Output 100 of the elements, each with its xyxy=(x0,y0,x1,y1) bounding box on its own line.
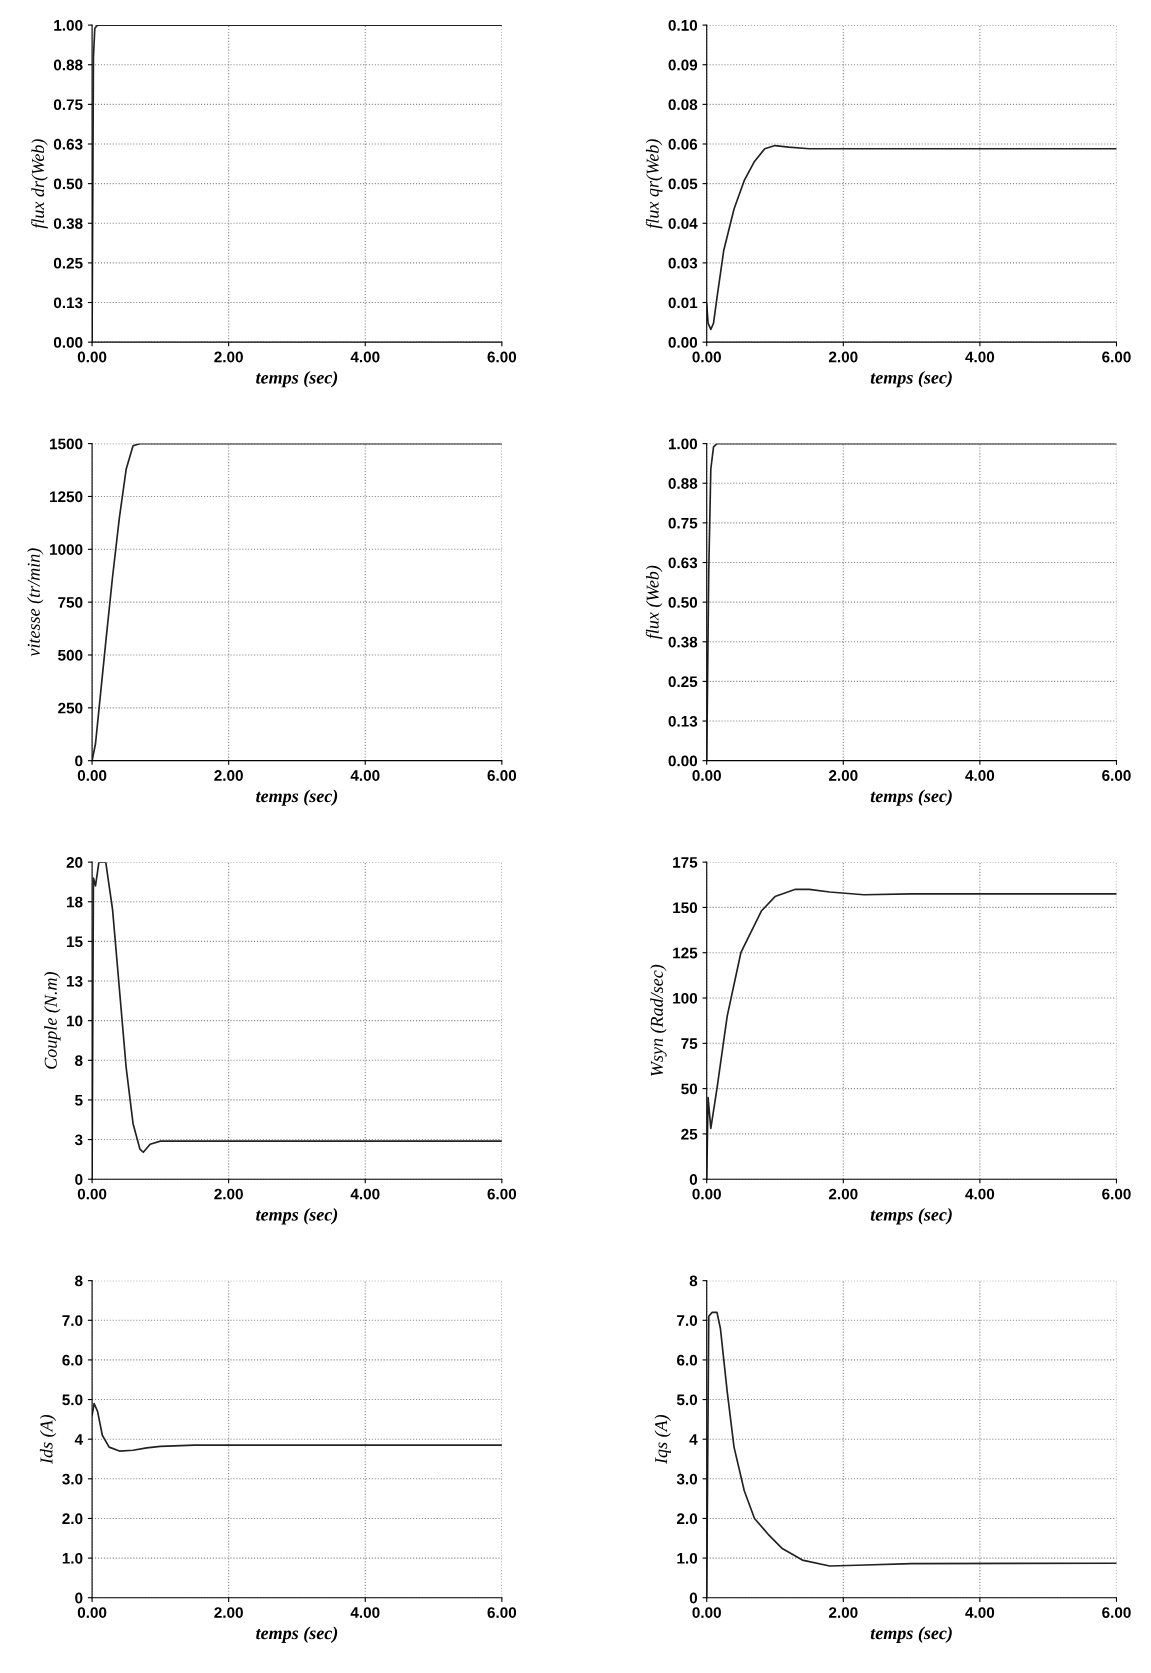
x-tick-label: 4.00 xyxy=(350,770,380,781)
y-tick-label: 0.08 xyxy=(668,99,698,111)
x-tick-label: 6.00 xyxy=(1102,1607,1131,1618)
y-tick-label: 2.0 xyxy=(676,1513,698,1525)
y-axis-title: Couple (N.m) xyxy=(44,972,61,1069)
y-tick-label: 0.06 xyxy=(668,138,698,150)
y-tick-label: 0.25 xyxy=(53,257,83,269)
y-tick-label: 1.00 xyxy=(668,438,698,450)
y-tick-label: 150 xyxy=(673,902,698,914)
y-tick-label: 0.00 xyxy=(668,755,698,767)
y-tick-label: 8 xyxy=(75,1275,83,1287)
x-tick-label: 4.00 xyxy=(350,1188,380,1200)
y-tick-label: 13 xyxy=(67,975,83,987)
y-tick-label: 250 xyxy=(58,702,83,714)
x-axis-title: temps (sec) xyxy=(256,1208,338,1225)
x-tick-label: 6.00 xyxy=(1102,1188,1131,1200)
y-tick-label: 0.75 xyxy=(668,517,698,529)
y-tick-label: 0.50 xyxy=(668,597,698,608)
x-tick-label: 2.00 xyxy=(214,1188,243,1200)
y-tick-label: 15 xyxy=(67,936,83,948)
y-tick-label: 75 xyxy=(681,1038,698,1049)
y-tick-label: 0.63 xyxy=(53,138,83,150)
y-tick-label: 1.0 xyxy=(677,1552,698,1564)
y-tick-label: 1.0 xyxy=(62,1552,83,1564)
x-tick-label: 4.00 xyxy=(965,351,995,363)
x-axis-title: temps (sec) xyxy=(256,789,338,806)
y-tick-label: 5.0 xyxy=(62,1394,83,1406)
y-tick-label: 1.00 xyxy=(54,19,83,31)
y-axis-title: flux qr(Web) xyxy=(645,139,663,229)
x-axis-title: temps (sec) xyxy=(870,370,952,388)
y-tick-label: 20 xyxy=(66,857,83,868)
y-tick-label: 7.0 xyxy=(62,1315,83,1326)
x-tick-label: 2.00 xyxy=(214,351,243,363)
y-tick-label: 0.88 xyxy=(53,59,83,71)
y-axis-title: Wsyn (Rad/sec) xyxy=(650,964,667,1076)
y-tick-label: 7.0 xyxy=(677,1315,698,1326)
x-tick-label: 4.00 xyxy=(350,1607,380,1618)
y-tick-label: 5 xyxy=(75,1094,83,1106)
x-axis-title: temps (sec) xyxy=(256,370,338,388)
x-tick-label: 6.00 xyxy=(487,1607,517,1618)
y-tick-label: 8 xyxy=(75,1055,83,1066)
y-tick-label: 0.03 xyxy=(668,257,698,269)
y-tick-label: 8 xyxy=(689,1275,698,1287)
y-axis-title: vitesse (tr/min) xyxy=(27,548,44,657)
y-tick-label: 0.10 xyxy=(668,19,698,31)
y-tick-label: 0.04 xyxy=(668,218,698,229)
x-tick-label: 6.00 xyxy=(1102,351,1131,363)
y-tick-label: 4 xyxy=(689,1434,698,1445)
y-tick-label: 0 xyxy=(75,1592,83,1604)
y-tick-label: 0.05 xyxy=(668,178,698,190)
x-axis-title: temps (sec) xyxy=(256,1626,338,1643)
x-tick-label: 6.00 xyxy=(487,1188,517,1200)
x-tick-label: 6.00 xyxy=(487,351,517,363)
x-tick-label: 2.00 xyxy=(828,351,858,363)
y-tick-label: 175 xyxy=(673,857,698,868)
y-tick-label: 125 xyxy=(673,947,698,959)
y-tick-label: 18 xyxy=(67,896,83,908)
y-tick-label: 1500 xyxy=(50,438,83,450)
y-tick-label: 0.13 xyxy=(53,297,83,309)
x-tick-label: 2.00 xyxy=(828,1188,858,1200)
y-tick-label: 3 xyxy=(74,1134,83,1146)
y-axis-title: flux dr(Web) xyxy=(31,139,48,229)
y-tick-label: 0 xyxy=(75,1174,83,1185)
x-axis-title: temps (sec) xyxy=(870,789,952,806)
y-tick-label: 10 xyxy=(67,1015,83,1027)
y-tick-label: 0.50 xyxy=(53,178,83,190)
y-tick-label: 0.09 xyxy=(668,59,698,71)
y-tick-label: 0.88 xyxy=(668,478,698,489)
y-tick-label: 25 xyxy=(681,1128,698,1140)
y-tick-label: 0.75 xyxy=(53,99,83,111)
x-tick-label: 2.00 xyxy=(214,770,243,781)
y-axis-title: Iqs (A) xyxy=(654,1414,671,1465)
y-tick-label: 0.38 xyxy=(53,218,83,229)
line-series xyxy=(92,1402,502,1452)
y-tick-label: 3.0 xyxy=(676,1473,698,1485)
y-axis-title: flux (Web) xyxy=(645,565,663,639)
x-tick-label: 6.00 xyxy=(487,770,517,781)
x-tick-label: 4.00 xyxy=(965,1188,995,1200)
y-tick-label: 2.0 xyxy=(62,1513,83,1525)
x-axis-title: temps (sec) xyxy=(870,1208,952,1225)
x-tick-label: 4.00 xyxy=(350,351,380,363)
x-tick-label: 2.00 xyxy=(214,1607,243,1618)
line-series xyxy=(706,144,1117,331)
y-tick-label: 0.00 xyxy=(53,337,83,348)
y-tick-label: 3.0 xyxy=(62,1473,83,1485)
y-tick-label: 750 xyxy=(58,597,83,608)
y-tick-label: 5.0 xyxy=(676,1394,698,1406)
y-tick-label: 0.00 xyxy=(668,337,698,348)
y-tick-label: 500 xyxy=(58,649,83,661)
y-tick-label: 1250 xyxy=(50,491,83,503)
x-axis-title: temps (sec) xyxy=(870,1626,952,1643)
x-tick-label: 2.00 xyxy=(828,770,858,781)
y-tick-label: 1000 xyxy=(50,544,83,555)
y-tick-label: 0.63 xyxy=(668,557,698,569)
y-tick-label: 0 xyxy=(689,1592,698,1604)
y-tick-label: 50 xyxy=(681,1083,698,1095)
y-tick-label: 0.01 xyxy=(668,297,698,309)
y-tick-label: 6.0 xyxy=(677,1354,698,1366)
y-axis-title: Ids (A) xyxy=(39,1414,57,1465)
y-tick-label: 0.13 xyxy=(668,715,698,727)
